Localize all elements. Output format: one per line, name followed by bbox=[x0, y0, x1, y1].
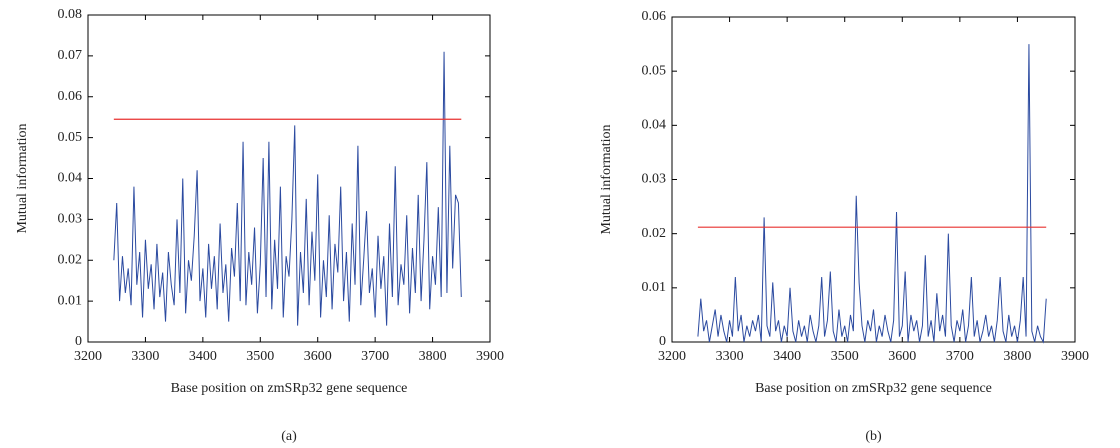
data-line bbox=[697, 44, 1047, 344]
y-tick-label: 0.01 bbox=[58, 293, 83, 308]
x-tick-label: 3900 bbox=[1061, 349, 1089, 364]
x-tick-label: 3700 bbox=[361, 349, 389, 364]
x-tick-label: 3800 bbox=[419, 349, 447, 364]
panel-caption: (b) bbox=[865, 429, 882, 444]
x-tick-label: 3200 bbox=[658, 349, 686, 364]
y-tick-label: 0.04 bbox=[58, 171, 83, 186]
x-tick-label: 3200 bbox=[74, 349, 102, 364]
y-tick-label: 0.02 bbox=[58, 252, 83, 267]
y-tick-label: 0.01 bbox=[642, 280, 667, 295]
x-tick-label: 3500 bbox=[831, 349, 859, 364]
x-tick-label: 3600 bbox=[888, 349, 916, 364]
y-tick-label: 0.05 bbox=[642, 63, 667, 78]
y-axis-label: Mutual information bbox=[599, 124, 614, 234]
y-tick-label: 0 bbox=[659, 334, 666, 349]
y-tick-label: 0.04 bbox=[642, 118, 667, 133]
x-axis-label: Base position on zmSRp32 gene sequence bbox=[171, 381, 408, 396]
x-tick-label: 3400 bbox=[773, 349, 801, 364]
x-tick-label: 3700 bbox=[946, 349, 974, 364]
panel-caption: (a) bbox=[281, 429, 297, 444]
x-tick-label: 3800 bbox=[1003, 349, 1031, 364]
y-tick-label: 0.06 bbox=[642, 9, 667, 24]
y-tick-label: 0.08 bbox=[58, 7, 83, 22]
y-tick-label: 0.05 bbox=[58, 130, 83, 145]
x-tick-label: 3300 bbox=[716, 349, 744, 364]
x-tick-label: 3300 bbox=[131, 349, 159, 364]
x-tick-label: 3600 bbox=[304, 349, 332, 364]
x-axis-label: Base position on zmSRp32 gene sequence bbox=[755, 381, 992, 396]
y-tick-label: 0.06 bbox=[58, 89, 83, 104]
y-tick-label: 0.03 bbox=[642, 172, 667, 187]
x-tick-label: 3400 bbox=[189, 349, 217, 364]
y-axis-label: Mutual information bbox=[15, 123, 30, 233]
y-tick-label: 0 bbox=[75, 334, 82, 349]
y-tick-label: 0.02 bbox=[642, 226, 667, 241]
y-tick-label: 0.07 bbox=[58, 48, 83, 63]
x-tick-label: 3500 bbox=[246, 349, 274, 364]
data-line bbox=[113, 51, 462, 326]
plot-frame bbox=[671, 16, 1076, 343]
x-tick-label: 3900 bbox=[476, 349, 504, 364]
y-tick-label: 0.03 bbox=[58, 212, 83, 227]
